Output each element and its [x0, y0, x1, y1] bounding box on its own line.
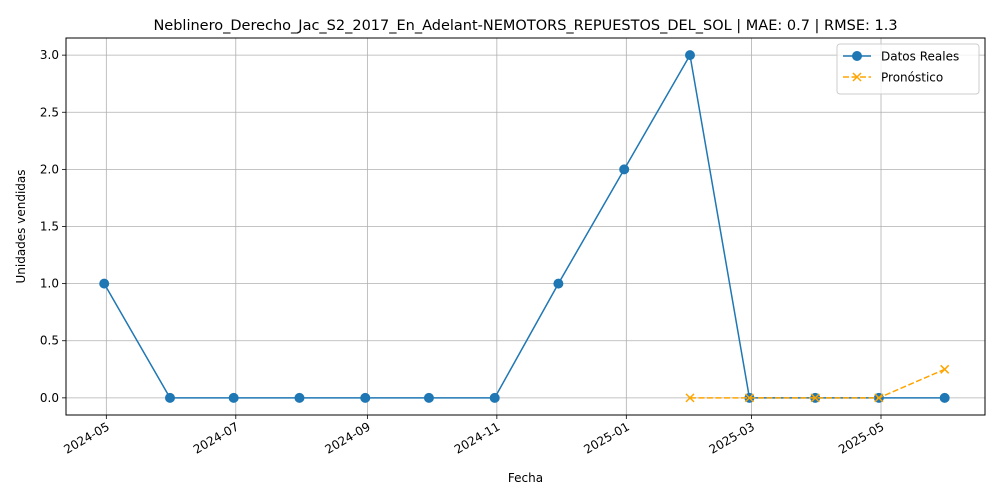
data-point	[360, 392, 371, 403]
data-point	[489, 392, 500, 403]
legend-entry: Pronóstico	[843, 71, 943, 85]
x-tick-label: 2025-03	[707, 419, 757, 456]
legend-label: Pronóstico	[881, 71, 943, 85]
data-point	[423, 392, 434, 403]
data-point	[940, 364, 950, 374]
chart-title: Neblinero_Derecho_Jac_S2_2017_En_Adelant…	[153, 18, 897, 34]
data-point	[939, 392, 950, 403]
y-axis-label: Unidades vendidas	[14, 169, 28, 283]
y-tick-label: 3.0	[40, 48, 59, 62]
data-point	[553, 278, 564, 289]
legend-marker	[852, 51, 862, 61]
data-point	[684, 50, 695, 61]
y-tick-label: 1.0	[40, 277, 59, 291]
data-point	[874, 393, 884, 403]
x-tick-label: 2024-05	[61, 419, 111, 456]
data-point	[744, 393, 754, 403]
y-tick-label: 1.5	[40, 220, 59, 234]
data-point	[294, 392, 305, 403]
data-point	[228, 392, 239, 403]
data-point	[619, 164, 630, 175]
data-point	[164, 392, 175, 403]
y-tick-label: 2.0	[40, 162, 59, 176]
x-tick-label: 2024-09	[322, 419, 372, 456]
legend-box	[836, 43, 980, 95]
x-tick-label: 2025-05	[836, 419, 886, 456]
y-tick-label: 0.0	[40, 391, 59, 405]
series-pronostico	[685, 364, 950, 403]
data-point	[685, 393, 695, 403]
grid	[66, 38, 985, 415]
legend-entry: Datos Reales	[843, 50, 959, 64]
x-axis-label: Fecha	[508, 471, 543, 485]
data-point	[99, 278, 110, 289]
legend-label: Datos Reales	[881, 50, 959, 64]
data-point	[810, 393, 820, 403]
x-tick-label: 2024-11	[452, 419, 502, 456]
series-line	[689, 368, 945, 399]
y-tick-label: 0.5	[40, 334, 59, 348]
legend: Datos Reales Pronóstico	[836, 43, 980, 95]
legend-marker	[852, 72, 862, 82]
x-tick-label: 2024-07	[191, 419, 241, 456]
series-layer	[99, 50, 950, 403]
y-tick-label: 2.5	[40, 105, 59, 119]
x-tick-label: 2025-01	[581, 419, 631, 456]
